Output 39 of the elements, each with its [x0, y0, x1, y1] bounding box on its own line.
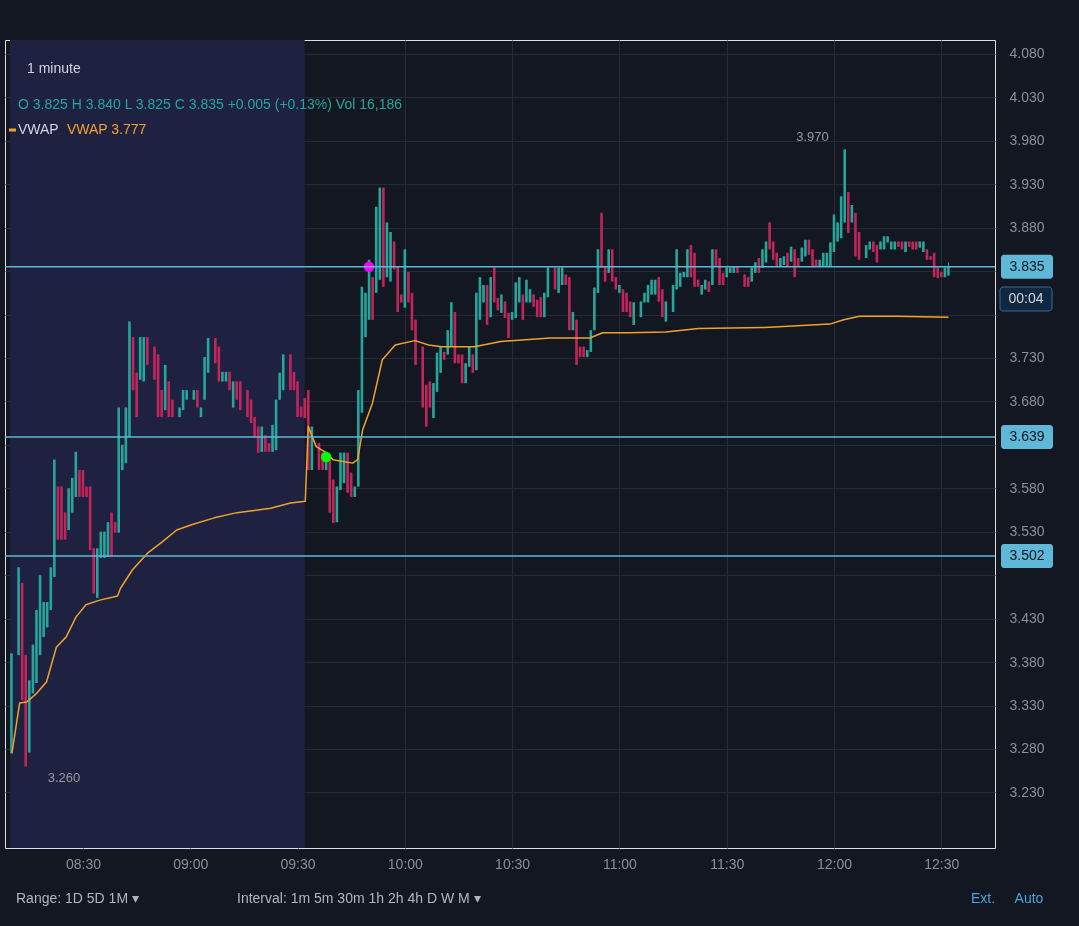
y-tick-label: 3.930	[1009, 175, 1045, 192]
y-tick-label: 3.280	[1009, 740, 1045, 757]
annotation: VWAP 3.777	[67, 121, 147, 137]
candlestick	[632, 301, 636, 326]
y-tick-label: 3.580	[1009, 479, 1045, 496]
x-tick-label: 11:30	[710, 855, 745, 872]
y-tick-label: 3.880	[1009, 219, 1045, 236]
ref-line-label: 3.502	[1009, 547, 1045, 564]
line-series	[11, 315, 950, 755]
text: Ext.	[970, 890, 996, 906]
ref-line-label: 3.835	[1009, 257, 1045, 274]
text: 00:04	[1008, 290, 1044, 306]
y-tick-label: 3.430	[1009, 610, 1045, 627]
x-tick-label: 09:30	[280, 855, 316, 872]
x-tick-label: 12:00	[816, 855, 853, 872]
y-tick-label: 3.730	[1009, 349, 1045, 366]
x-tick-label: 09:00	[173, 855, 209, 872]
annotation: 3.970	[796, 129, 829, 145]
annotation: 1 minute	[27, 60, 81, 76]
y-tick-label: 3.380	[1009, 653, 1045, 670]
x-tick-label: 12:30	[924, 855, 960, 872]
y-tick-label: 3.530	[1009, 523, 1045, 540]
y-tick-label: 3.680	[1009, 392, 1045, 409]
text: Interval: 1m 5m 30m 1h 2h 4h D W M ▾	[237, 890, 481, 906]
text: Auto	[1014, 890, 1044, 906]
x-tick-label: 10:00	[387, 855, 424, 872]
x-tick-label: 10:30	[495, 855, 531, 872]
x-tick-label: 08:30	[65, 855, 102, 872]
y-tick-label: 4.030	[1009, 88, 1045, 105]
y-tick-label: 4.080	[1009, 45, 1045, 62]
x-tick-label: 11:00	[602, 855, 638, 872]
annotation: 3.260	[47, 770, 81, 786]
ref-line-label: 3.639	[1009, 428, 1045, 445]
y-tick-label: 3.980	[1009, 132, 1045, 149]
y-tick-label: 3.330	[1009, 697, 1045, 714]
text: Range: 1D 5D 1M ▾	[16, 890, 139, 906]
y-tick-label: 3.230	[1009, 783, 1045, 800]
annotation: O 3.825 H 3.840 L 3.825 C 3.835 +0.005 (+0.13%) Vol 16,186	[18, 96, 403, 112]
legend-label: VWAP	[18, 121, 59, 137]
